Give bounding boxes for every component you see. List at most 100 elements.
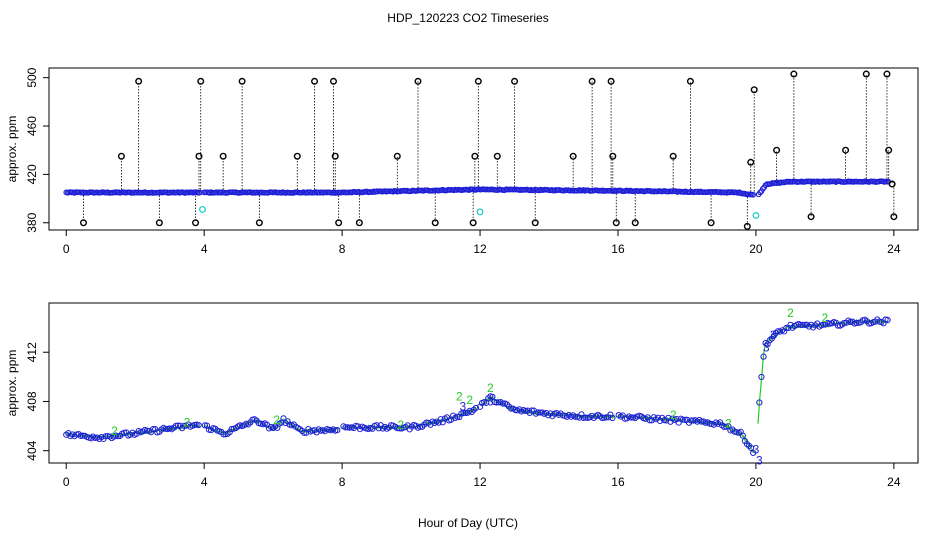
series-label-2: 2 [487,381,494,395]
spike-point [311,77,319,85]
spike-point [469,219,477,227]
baseline-point [759,185,766,192]
series-label-2: 2 [397,418,404,432]
series-point [499,400,506,407]
series-label-3: 3 [756,454,763,468]
series-point [172,422,180,429]
series-point [162,425,169,432]
spike-point [255,219,263,227]
series-label-3: 3 [459,399,466,413]
series-point [528,407,535,414]
series-point [834,322,842,329]
series-point [756,399,763,406]
series-point [679,416,686,423]
series-point [853,319,860,327]
x-tick-label: 4 [201,475,208,489]
series-label-2: 2 [273,413,280,427]
series-point [472,404,480,412]
spike-point [511,77,519,85]
series-point [698,418,705,425]
plot-frame [48,302,919,464]
cyan-point [476,208,484,216]
spike-point [155,219,163,227]
series-point [801,321,808,329]
spike-point [238,77,246,85]
spike-point [493,152,501,160]
series-point [687,417,695,424]
baseline-point [757,189,763,196]
series-point [181,422,188,429]
series-point [758,373,765,381]
series-point [394,425,401,432]
y-tick-label: 412 [25,342,39,362]
plot-frame [48,67,919,231]
series-point [739,432,746,439]
series-point [572,413,579,420]
series-point [820,321,827,328]
x-tick-label: 16 [611,242,625,256]
top-panel: 0 4 8 12 16 20 24 380 420 460 500 approx. ppm [5,67,919,256]
y-axis-label: approx. ppm [5,350,19,417]
x-tick-label: 0 [63,242,70,256]
series-label-2: 2 [670,408,677,422]
series-point [493,399,500,406]
spike-point [197,77,205,85]
spike-point [471,152,479,160]
series-point [536,409,544,416]
x-tick-label: 20 [749,242,763,256]
series-point [375,425,382,432]
y-tick-label: 420 [25,164,39,184]
spike-point [743,222,751,230]
spike-point [862,70,870,78]
series-point [799,321,806,328]
series-point [747,444,755,452]
spike-point [335,219,343,227]
y-tick-label: 404 [25,440,39,460]
spike-point [747,158,755,166]
spike-point [669,152,677,160]
spike-point [569,152,577,160]
spike-point [331,152,339,160]
spike-point [612,219,620,227]
spike-point [329,77,337,85]
series-point [681,416,688,423]
y-tick-label: 500 [25,67,39,87]
series-point [220,431,227,438]
spike-point [842,146,850,154]
series-point [507,405,515,412]
spike-point [117,152,125,160]
cyan-point [199,205,206,213]
x-axis-label: Hour of Day (UTC) [418,516,518,530]
series-point [195,421,202,429]
x-tick-label: 12 [473,475,487,489]
spike-point [531,219,539,227]
spike-point [607,77,615,85]
spike-point [888,180,896,188]
series-label-3: 3 [763,340,770,354]
series-point [760,353,767,360]
series-point [706,420,713,427]
series-point [77,432,84,439]
x-tick-label: 8 [339,475,346,489]
spike-point [192,219,200,227]
series-label-2: 2 [184,415,191,429]
y-axis-label: approx. ppm [5,116,19,183]
spike-point [355,219,363,227]
series-point [603,414,610,421]
spike-point [135,77,143,85]
series-point [79,432,86,439]
series-point [342,424,349,431]
spike-point [631,219,639,227]
series-label-2: 2 [822,311,829,325]
spike-point [588,77,596,85]
spike-point [431,219,439,227]
series-point [454,413,461,420]
spike-point [883,70,891,78]
series-point [396,425,403,432]
x-tick-label: 24 [887,475,901,489]
series-point [534,409,542,416]
spike-point [807,213,815,221]
spike-point [773,146,781,154]
